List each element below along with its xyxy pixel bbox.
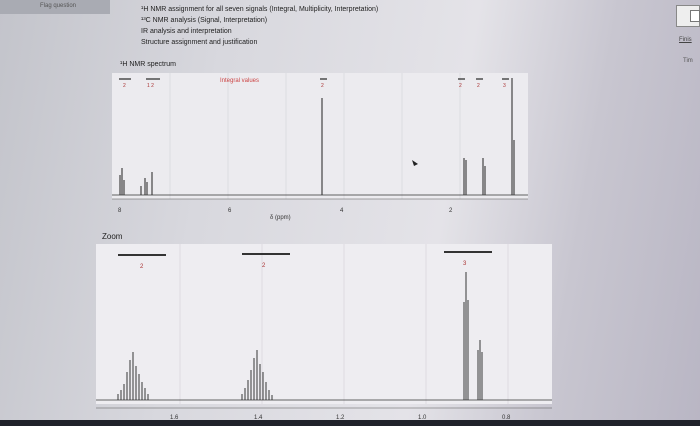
integral-marker-label: 3 (503, 83, 506, 89)
instruction-1: ¹H NMR assignment for all seven signals … (141, 6, 379, 13)
spectrum-peaks (119, 78, 515, 195)
spectrum-title: ¹H NMR spectrum (120, 61, 177, 68)
spectrum-panel (112, 73, 528, 199)
spectrum-x-tick: 2 (449, 208, 453, 214)
spectrum-x-axis-label: δ (ppm) (270, 215, 291, 221)
time-label: Tim (683, 58, 693, 64)
zoom-integral-label: 2 (262, 263, 266, 269)
zoom-x-tick: 0.8 (502, 415, 511, 421)
flag-question-link[interactable]: Flag question (40, 3, 77, 9)
spectrum-x-tick: 4 (340, 208, 344, 214)
zoom-title: Zoom (102, 232, 123, 241)
integral-marker-label: 1 2 (147, 83, 154, 89)
finish-attempt-link[interactable]: Finis (679, 37, 692, 43)
zoom-integral-label: 2 (140, 264, 144, 270)
spectrum-gridlines (169, 73, 461, 199)
zoom-gridlines (179, 244, 509, 404)
integral-values-label: Integral values (220, 78, 259, 84)
zoom-integral-label: 3 (463, 261, 467, 267)
spectrum-x-tick: 6 (228, 208, 232, 214)
zoom-integral-markers: 2 2 3 (118, 251, 492, 270)
instructions-list: ¹H NMR assignment for all seven signals … (141, 4, 378, 48)
spectrum-x-tick: 8 (118, 208, 122, 214)
instruction-2: ¹³C NMR analysis (Signal, Interpretation… (141, 17, 268, 24)
cursor-pointer-icon (412, 160, 418, 166)
integral-marker-label: 2 (321, 83, 324, 89)
zoom-x-tick: 1.2 (336, 415, 345, 421)
integral-marker-label: 2 (477, 83, 480, 89)
zoom-x-tick: 1.6 (170, 415, 179, 421)
zoom-panel (96, 244, 552, 404)
zoom-x-tick: 1.4 (254, 415, 263, 421)
zoom-peaks (117, 272, 483, 400)
integral-markers: 2 1 2 2 2 2 3 (119, 78, 509, 89)
question-topbar (0, 0, 110, 14)
instruction-3: IR analysis and interpretation (141, 28, 232, 35)
integral-marker-label: 2 (123, 83, 126, 89)
zoom-x-tick: 1.0 (418, 415, 427, 421)
integral-marker-label: 2 (459, 83, 462, 89)
instruction-4: Structure assignment and justification (141, 39, 258, 46)
screen-bottom-edge (0, 420, 700, 426)
